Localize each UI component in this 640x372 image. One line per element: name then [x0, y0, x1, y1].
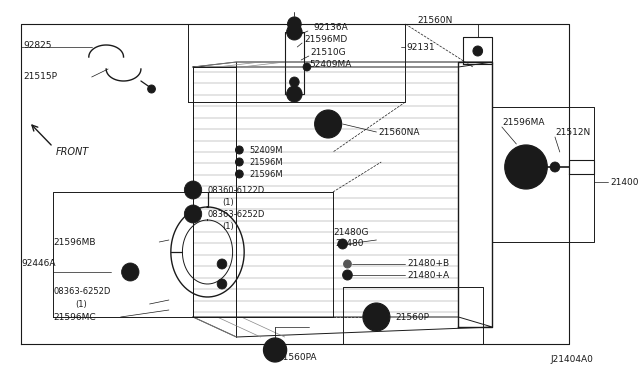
Text: 21480+B: 21480+B — [407, 260, 449, 269]
Circle shape — [236, 146, 243, 154]
Text: FRONT: FRONT — [56, 147, 89, 157]
Text: S: S — [187, 211, 191, 217]
Text: 21512N: 21512N — [555, 128, 590, 137]
Text: 21510G: 21510G — [311, 48, 346, 57]
Text: 21480G: 21480G — [333, 228, 369, 237]
Circle shape — [122, 263, 139, 281]
Text: 08360-6122D: 08360-6122D — [207, 186, 265, 195]
Text: 21596M: 21596M — [249, 157, 283, 167]
Text: 92446A: 92446A — [21, 260, 56, 269]
Circle shape — [287, 86, 302, 102]
Circle shape — [264, 338, 287, 362]
Text: 21480: 21480 — [335, 240, 364, 248]
Circle shape — [315, 110, 342, 138]
Text: J21404A0: J21404A0 — [550, 356, 593, 365]
Text: (1): (1) — [222, 198, 234, 206]
Circle shape — [513, 153, 540, 181]
Text: 21596MA: 21596MA — [502, 118, 545, 126]
Text: 08363-6252D: 08363-6252D — [207, 209, 265, 218]
Circle shape — [287, 24, 302, 40]
Circle shape — [217, 259, 227, 269]
Text: 21560P: 21560P — [396, 312, 429, 321]
Text: (1): (1) — [76, 299, 87, 308]
Circle shape — [287, 17, 301, 31]
Circle shape — [148, 85, 156, 93]
Text: S: S — [187, 187, 191, 193]
Text: 92825: 92825 — [23, 41, 52, 49]
Text: (1): (1) — [222, 221, 234, 231]
Circle shape — [473, 46, 483, 56]
Text: 52409MA: 52409MA — [309, 60, 351, 68]
Circle shape — [236, 158, 243, 166]
Circle shape — [550, 162, 560, 172]
Circle shape — [217, 279, 227, 289]
Circle shape — [184, 205, 202, 223]
Circle shape — [338, 239, 348, 249]
Circle shape — [344, 260, 351, 268]
Circle shape — [370, 310, 383, 324]
Circle shape — [303, 63, 311, 71]
Circle shape — [269, 344, 281, 356]
Text: 21480+A: 21480+A — [407, 270, 449, 279]
Text: 21560PA: 21560PA — [277, 353, 317, 362]
Circle shape — [520, 161, 532, 173]
Circle shape — [505, 145, 547, 189]
Text: 92136A: 92136A — [314, 22, 348, 32]
Text: 21596MD: 21596MD — [304, 35, 348, 44]
Text: 92131: 92131 — [406, 42, 435, 51]
Circle shape — [184, 181, 202, 199]
Circle shape — [321, 116, 336, 132]
Text: 21596M: 21596M — [249, 170, 283, 179]
Text: 21515P: 21515P — [23, 71, 57, 80]
Text: 21596MC: 21596MC — [53, 312, 96, 321]
Text: 52409M: 52409M — [249, 145, 282, 154]
Text: 21560NA: 21560NA — [378, 128, 420, 137]
Text: 21400: 21400 — [610, 177, 639, 186]
Text: 21596MB: 21596MB — [53, 237, 95, 247]
Text: 21560N: 21560N — [417, 16, 452, 25]
Circle shape — [289, 77, 299, 87]
Circle shape — [342, 270, 352, 280]
Circle shape — [236, 170, 243, 178]
Circle shape — [363, 303, 390, 331]
Text: 08363-6252D: 08363-6252D — [53, 288, 111, 296]
Text: S: S — [124, 269, 129, 275]
